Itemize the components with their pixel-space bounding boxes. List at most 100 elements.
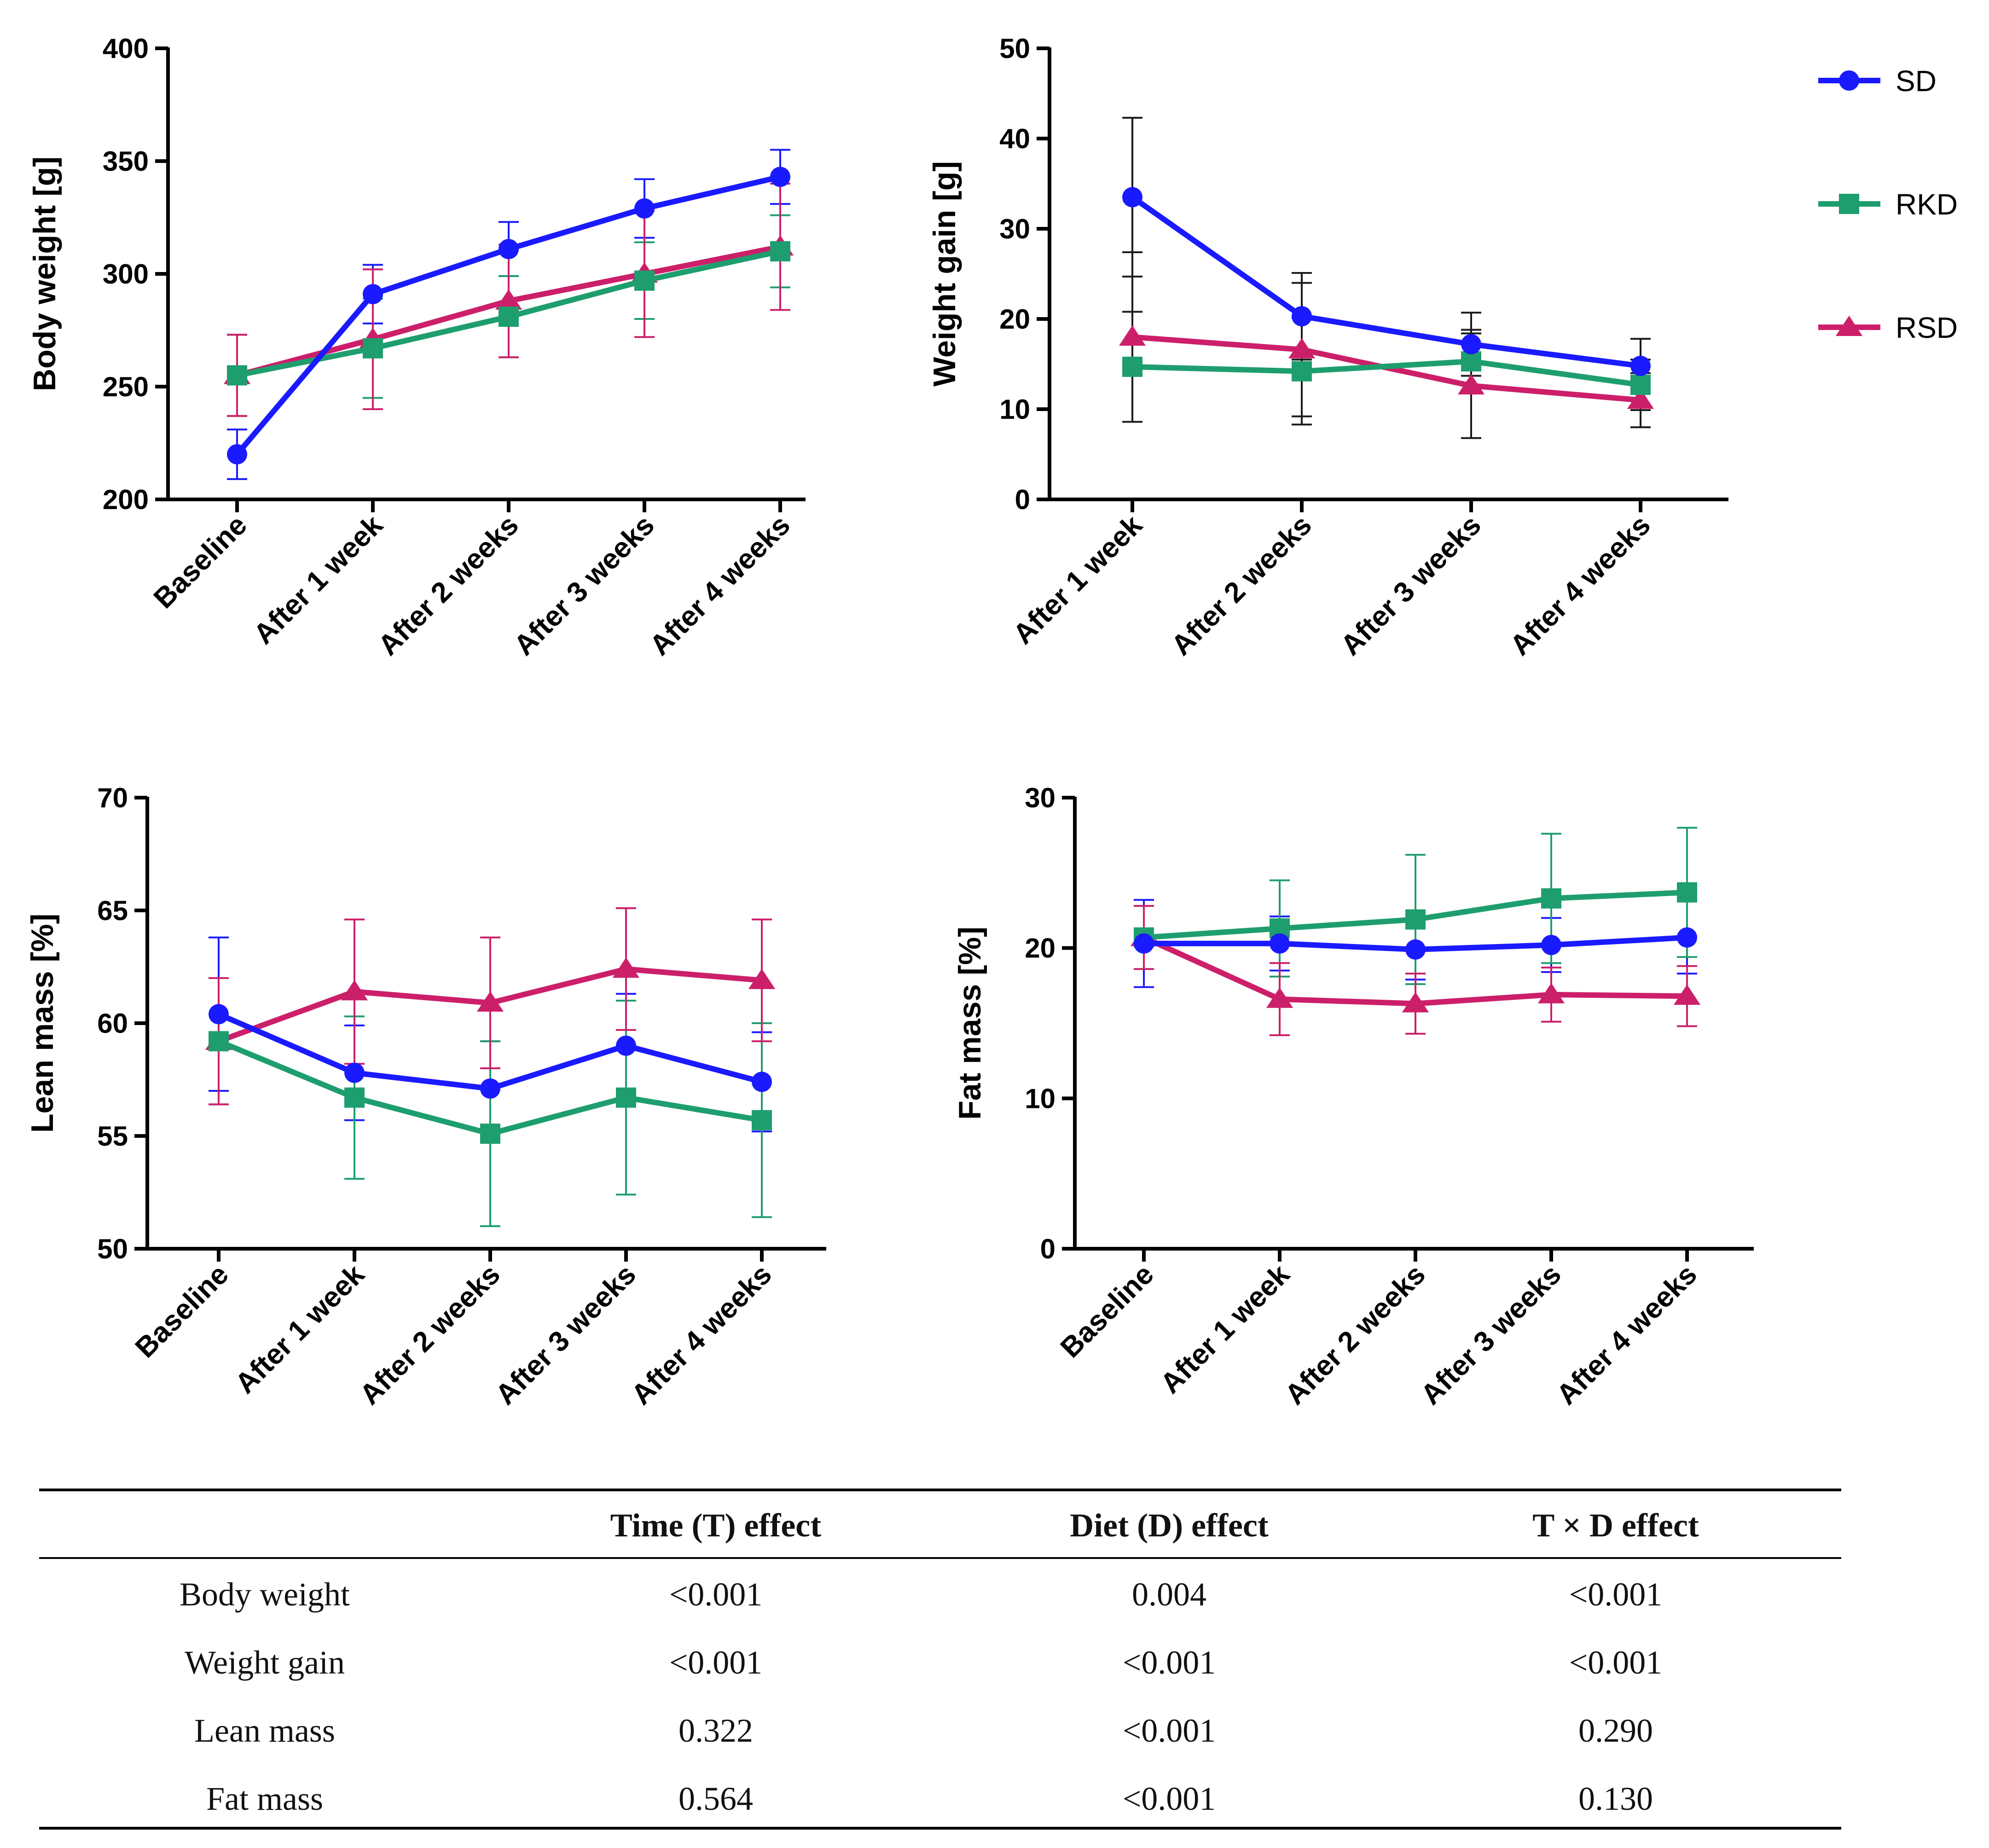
data-point-rsd [1537,983,1565,1003]
data-point-rkd [1122,356,1142,377]
y-tick-label: 55 [97,1121,128,1152]
legend-item-rsd: RSD [1818,311,1958,344]
data-point-sd [1461,334,1481,354]
data-point-rsd [1266,987,1293,1008]
data-point-rsd [1627,388,1654,409]
y-tick-label: 50 [999,33,1030,64]
x-tick-label: After 3 weeks [508,509,660,661]
table-cell: <0.001 [1123,1780,1216,1817]
x-tick-label: After 4 weeks [1550,1258,1703,1411]
table-cell: <0.001 [669,1644,763,1681]
y-tick-label: 60 [97,1008,128,1039]
data-point-rsd [612,957,640,978]
y-tick-label: 10 [999,394,1030,425]
x-tick-label: After 4 weeks [625,1258,777,1411]
y-tick-label: 20 [999,304,1030,335]
y-tick-label: 350 [103,146,149,177]
y-tick-label: 0 [1015,484,1030,515]
data-point-sd [227,444,247,464]
table-row: Fat mass 0.564 <0.001 0.130 [206,1780,1653,1817]
y-tick-label: 250 [103,371,149,402]
data-point-rkd [752,1110,772,1130]
table-row-label: Weight gain [185,1644,345,1681]
data-point-sd [1270,933,1290,954]
y-tick-label: 65 [97,895,128,926]
data-point-rkd [1461,351,1481,372]
table-header-cell: Time (T) effect [610,1507,821,1544]
table-row: Lean mass 0.322 <0.001 0.290 [194,1712,1653,1749]
data-point-rkd [1677,882,1697,903]
x-tick-label: After 3 weeks [1415,1258,1567,1411]
table-cell: <0.001 [1123,1712,1216,1749]
table-cell: 0.004 [1132,1576,1206,1613]
y-tick-label: 70 [97,782,128,813]
table-row: Weight gain <0.001 <0.001 <0.001 [185,1644,1662,1681]
data-point-rkd [363,338,383,359]
series-line-sd [1131,195,1641,369]
data-point-rsd [1457,374,1485,395]
data-point-rkd [616,1087,636,1108]
table-row-label: Fat mass [206,1780,323,1817]
data-point-rkd [480,1124,500,1144]
legend-label: RSD [1896,311,1958,344]
x-tick-label: After 2 weeks [1279,1258,1431,1411]
y-axis-label: Body weight [g] [27,156,62,391]
data-point-sd [363,284,383,305]
x-tick-label: After 1 week [1007,509,1148,650]
data-point-rkd [1292,361,1312,382]
data-point-rsd [1119,325,1146,346]
legend-label: RKD [1896,188,1958,221]
data-point-sd [1630,355,1651,376]
legend: SD RKD RSD [1818,64,1958,344]
data-point-rkd [227,365,247,386]
x-tick-label: After 2 weeks [354,1258,506,1411]
y-tick-label: 10 [1025,1083,1055,1114]
data-point-sd [1292,306,1312,327]
x-tick-label: After 1 week [248,509,389,650]
y-tick-label: 40 [999,123,1030,154]
y-tick-label: 30 [999,214,1030,244]
y-tick-label: 50 [97,1234,128,1264]
x-tick-label: After 4 weeks [644,509,796,661]
table-cell: 0.130 [1578,1780,1653,1817]
y-axis-label: Fat mass [%] [952,927,987,1119]
data-point-sd [770,167,790,187]
data-point-rkd [1405,909,1426,930]
data-point-sd [209,1004,229,1025]
table-cell: <0.001 [1569,1576,1663,1613]
legend-item-rkd: RKD [1818,188,1958,221]
y-tick-label: 200 [103,484,149,515]
y-axis-label: Weight gain [g] [927,161,962,387]
y-tick-label: 300 [103,259,149,290]
table-row-label: Body weight [180,1576,350,1613]
legend-marker [1839,194,1859,214]
data-point-sd [1134,933,1154,954]
x-tick-label: Baseline [148,509,253,614]
y-tick-label: 30 [1025,782,1055,813]
data-point-rkd [770,241,790,261]
data-point-rsd [341,980,368,1001]
x-tick-label: After 3 weeks [1334,509,1487,661]
table-cell: 0.564 [678,1780,753,1817]
data-point-rsd [1673,984,1701,1005]
y-tick-label: 0 [1040,1234,1055,1264]
data-point-rsd [1402,992,1429,1013]
data-point-sd [1541,935,1561,956]
data-point-rkd [499,307,519,327]
table-header-cell: Diet (D) effect [1070,1507,1269,1544]
legend-marker [1839,70,1859,91]
table-cell: 0.322 [678,1712,753,1749]
table-cell: <0.001 [669,1576,763,1613]
data-point-sd [616,1036,636,1056]
data-point-rkd [634,270,655,291]
table-cell: <0.001 [1123,1644,1216,1681]
legend-item-sd: SD [1818,64,1937,98]
data-point-sd [344,1062,365,1083]
x-tick-label: Baseline [1055,1258,1160,1364]
x-tick-label: After 2 weeks [1165,509,1317,661]
legend-marker [1835,315,1863,336]
series-line-rkd [1132,359,1641,388]
